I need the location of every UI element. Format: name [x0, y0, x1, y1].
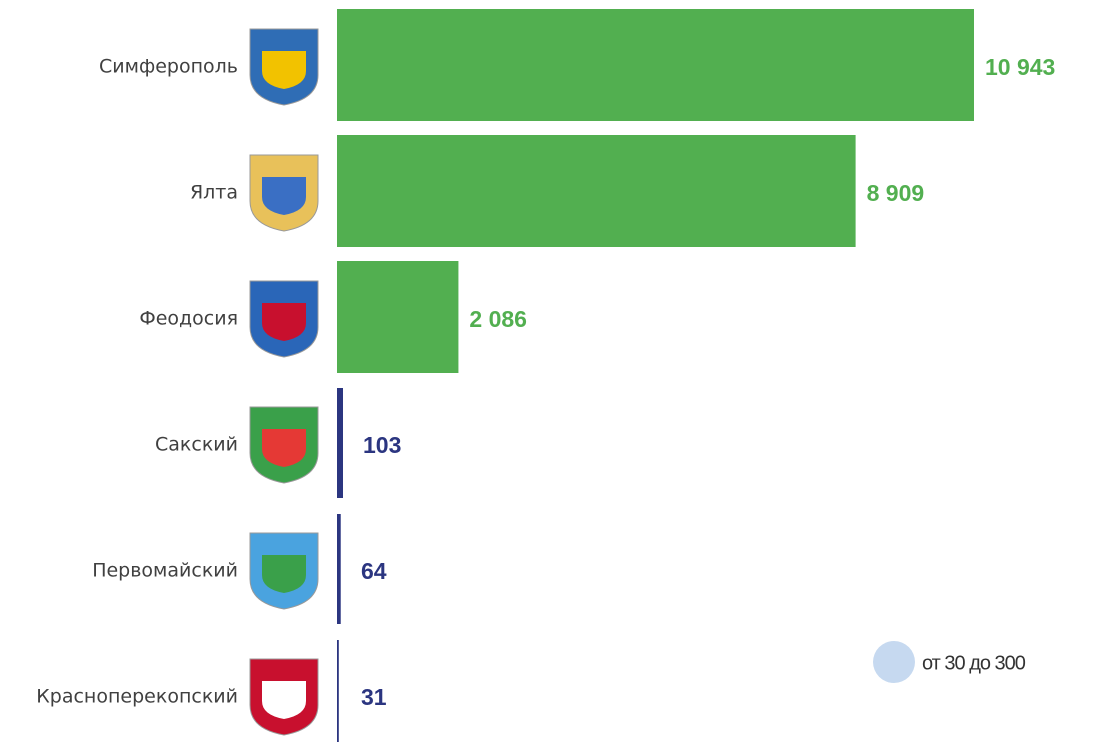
category-label: Красноперекопский: [36, 686, 238, 708]
category-label: Феодосия: [139, 308, 238, 330]
legend-swatch: [873, 641, 915, 683]
emblem-detail: [262, 555, 306, 593]
value-label: 2 086: [469, 306, 527, 332]
category-label: Сакский: [155, 434, 238, 456]
emblem: [249, 658, 319, 736]
emblem-detail: [262, 303, 306, 341]
value-label: 10 943: [985, 54, 1055, 80]
bar: [337, 388, 343, 498]
bar: [337, 9, 974, 121]
emblem: [249, 154, 319, 232]
emblem-detail: [262, 177, 306, 215]
emblem-detail: [262, 681, 306, 719]
category-label: Первомайский: [92, 560, 238, 582]
value-label: 31: [361, 684, 387, 710]
emblem-detail: [262, 51, 306, 89]
bar: [337, 514, 341, 624]
legend: от 30 до 300: [873, 641, 1027, 683]
emblem: [249, 28, 319, 106]
bar: [337, 640, 339, 742]
category-label: Симферополь: [99, 56, 238, 78]
value-label: 103: [363, 432, 401, 458]
bar: [337, 135, 856, 247]
legend-label: от 30 до 300: [922, 652, 1026, 674]
bar: [337, 261, 459, 373]
emblem: [249, 406, 319, 484]
emblem: [249, 532, 319, 610]
emblem: [249, 280, 319, 358]
value-label: 64: [361, 558, 387, 584]
emblem-detail: [262, 429, 306, 467]
category-label: Ялта: [190, 182, 238, 204]
value-label: 8 909: [867, 180, 925, 206]
